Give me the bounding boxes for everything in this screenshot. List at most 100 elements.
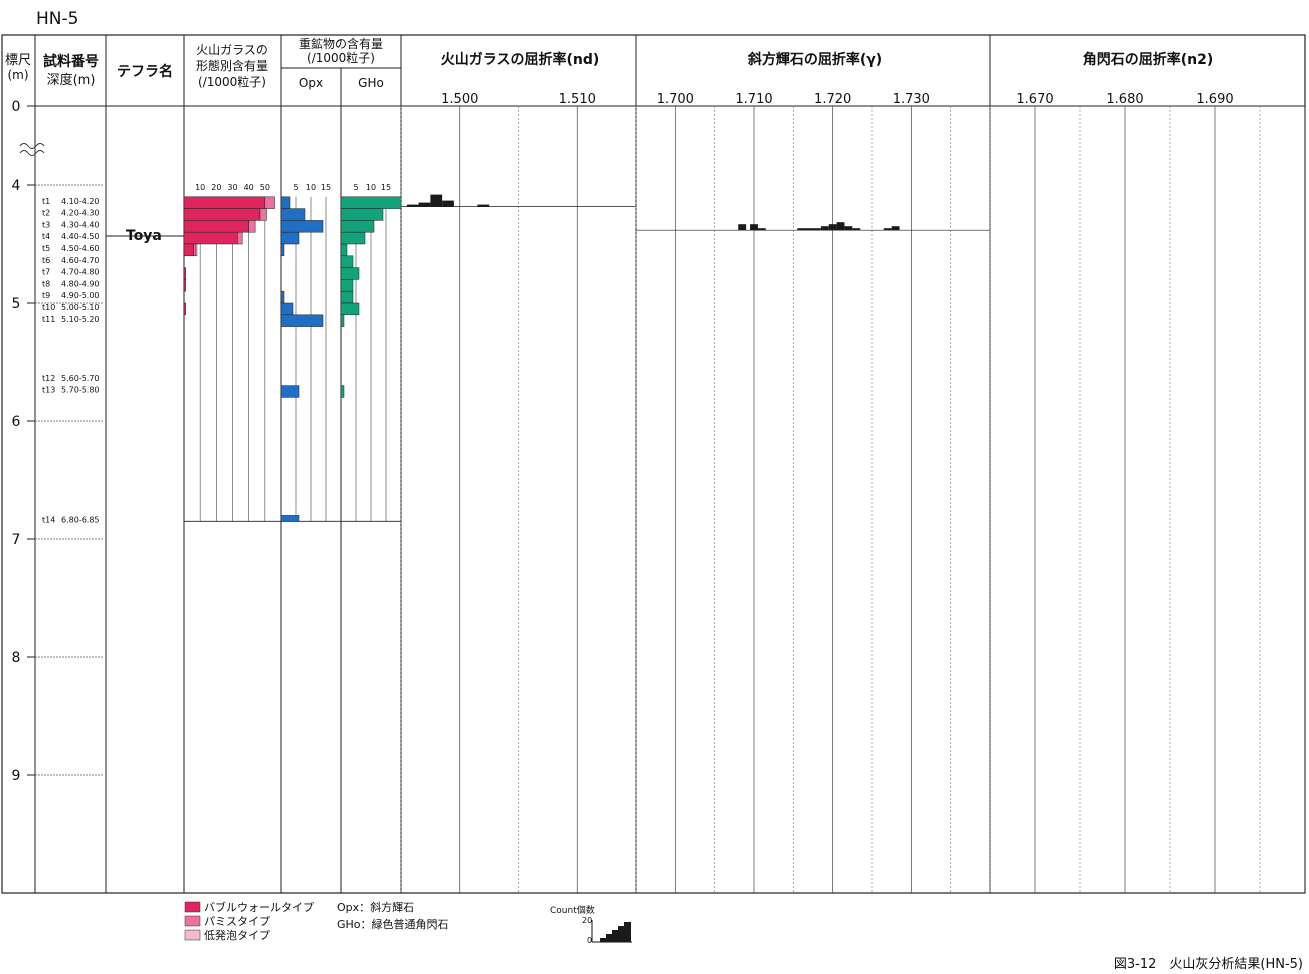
opx-bar — [280, 385, 300, 398]
depth-tick-label: 6 — [12, 414, 21, 430]
sample-id-label: t13 — [42, 386, 55, 395]
ri-ho-tick-label: 1.690 — [1196, 92, 1233, 107]
opx-content-bars: 5 10 15 — [280, 183, 341, 522]
ri-opx-histogram-bar — [750, 224, 758, 231]
glass-tick-label: 20 — [211, 183, 221, 192]
ri-opx-tick-label: 1.730 — [893, 92, 930, 107]
legend-gho-note: GHo：緑色普通角閃石 — [337, 917, 449, 931]
gho-bar — [340, 385, 345, 398]
glass-low-bar — [195, 243, 198, 257]
sample-range-label: 4.40-4.50 — [61, 232, 100, 241]
legend-count-bar — [606, 934, 613, 942]
gho-bar — [340, 255, 354, 268]
header-sample-1: 試料番号 — [43, 53, 99, 70]
glass-bubble-bar — [183, 208, 261, 221]
header-depth-2: (m) — [7, 68, 28, 82]
sample-id-label: t9 — [42, 291, 50, 300]
opx-bar — [280, 314, 324, 327]
gho-bar — [340, 243, 348, 257]
sample-id-label: t11 — [42, 315, 55, 324]
opx-tick-label: 15 — [321, 183, 331, 192]
opx-bar — [280, 196, 291, 209]
glass-pumice-bar — [259, 208, 267, 221]
glass-bubble-bar — [183, 231, 238, 245]
gho-bar — [340, 231, 366, 245]
figure-caption: 図3-12 火山灰分析結果(HN-5) — [1114, 957, 1303, 972]
depth-axis: 0 4 5 6 7 8 9 — [12, 99, 104, 784]
header-glass-2: 形態別含有量 — [196, 58, 268, 73]
ri-ho-tick-label: 1.670 — [1016, 92, 1053, 107]
sample-id-label: t4 — [42, 232, 50, 241]
legend-count-bar — [600, 938, 607, 942]
gho-bar — [340, 314, 345, 327]
glass-pumice-bar — [237, 231, 243, 245]
sample-id-label: t8 — [42, 279, 50, 288]
legend-bubble-text: バブルウォールタイプ — [204, 900, 314, 914]
sample-id-label: t12 — [42, 374, 55, 383]
header-gho: GHo — [358, 76, 384, 90]
legend-pumice-text: パミスタイプ — [204, 915, 270, 928]
chart-title: HN-5 — [36, 9, 78, 29]
header-tephra: テフラ名 — [117, 63, 173, 80]
sample-labels: t1 4.10-4.20 t2 4.20-4.30 t3 4.30-4.40 t4 4.40-… — [42, 197, 184, 524]
opx-bar — [280, 220, 324, 233]
ri-opx-tick-label: 1.710 — [735, 92, 772, 107]
gho-bar — [340, 196, 402, 209]
sample-range-label: 4.90-5.00 — [61, 291, 100, 300]
sample-range-label: 4.60-4.70 — [61, 256, 100, 265]
glass-tick-label: 30 — [227, 183, 237, 192]
ri-glass-histogram-bar — [477, 204, 490, 207]
header-sample-2: 深度(m) — [47, 72, 96, 88]
ri-opx-histogram-bar — [738, 224, 747, 231]
ri-opx-histogram-bar — [828, 224, 837, 231]
legend-count-bar — [612, 930, 619, 942]
header-heavy-1: 重鉱物の含有量 — [299, 36, 383, 51]
opx-bar — [280, 208, 306, 221]
legend-swatch-bubble — [184, 901, 201, 913]
sample-id-label: t10 — [42, 303, 55, 312]
sample-range-label: 5.10-5.20 — [61, 315, 100, 324]
legend-count-bar — [618, 926, 625, 942]
gho-bar — [340, 267, 360, 280]
ri-opx-histogram-bar — [891, 226, 900, 231]
header-glass-3: (/1000粒子) — [198, 74, 266, 89]
ri-opx-histogram-bar — [757, 228, 766, 231]
opx-bar — [280, 302, 294, 316]
glass-bubble-bar — [183, 267, 186, 280]
ri-glass-histogram-bar — [442, 200, 454, 207]
sample-range-label: 5.70-5.80 — [61, 386, 100, 395]
sample-id-label: t3 — [42, 220, 50, 229]
depth-tick-label: 9 — [12, 768, 21, 784]
ri-opx-histogram-bar — [852, 228, 861, 231]
gho-tick-label: 5 — [353, 183, 358, 192]
sample-id-label: t2 — [42, 209, 50, 218]
sample-range-label: 4.10-4.20 — [61, 197, 100, 206]
legend-swatch-pumice — [184, 915, 201, 927]
sample-range-label: 4.50-4.60 — [61, 244, 100, 253]
opx-bar — [280, 231, 300, 245]
gho-bar — [340, 208, 384, 221]
depth-tick-label: 4 — [12, 178, 21, 194]
glass-bubble-bar — [183, 243, 194, 257]
header-ri-opx: 斜方輝石の屈折率(γ) — [747, 51, 882, 68]
depth-tick-label: 0 — [12, 99, 21, 115]
header-opx: Opx — [299, 76, 323, 90]
opx-bar — [280, 290, 285, 304]
sample-id-label: t7 — [42, 268, 50, 277]
opx-tick-label: 5 — [293, 183, 298, 192]
legend-swatch-low — [184, 929, 201, 941]
glass-pumice-bar — [248, 220, 256, 233]
opx-bar — [280, 243, 285, 257]
ri-opx-tick-label: 1.700 — [657, 92, 694, 107]
legend-count-max: 20 — [582, 916, 592, 925]
gho-bar — [340, 290, 354, 304]
sample-range-label: 5.00-5.10 — [61, 303, 100, 312]
opx-bar — [280, 515, 300, 522]
legend-low-text: 低発泡タイプ — [204, 928, 270, 942]
glass-content-bars: 10 20 30 40 50 — [183, 183, 281, 522]
ri-glass-histogram-bar — [418, 202, 431, 207]
gho-content-bars: 5 10 15 — [340, 183, 402, 522]
glass-bubble-bar — [183, 196, 266, 209]
sample-id-label: t14 — [42, 515, 55, 524]
